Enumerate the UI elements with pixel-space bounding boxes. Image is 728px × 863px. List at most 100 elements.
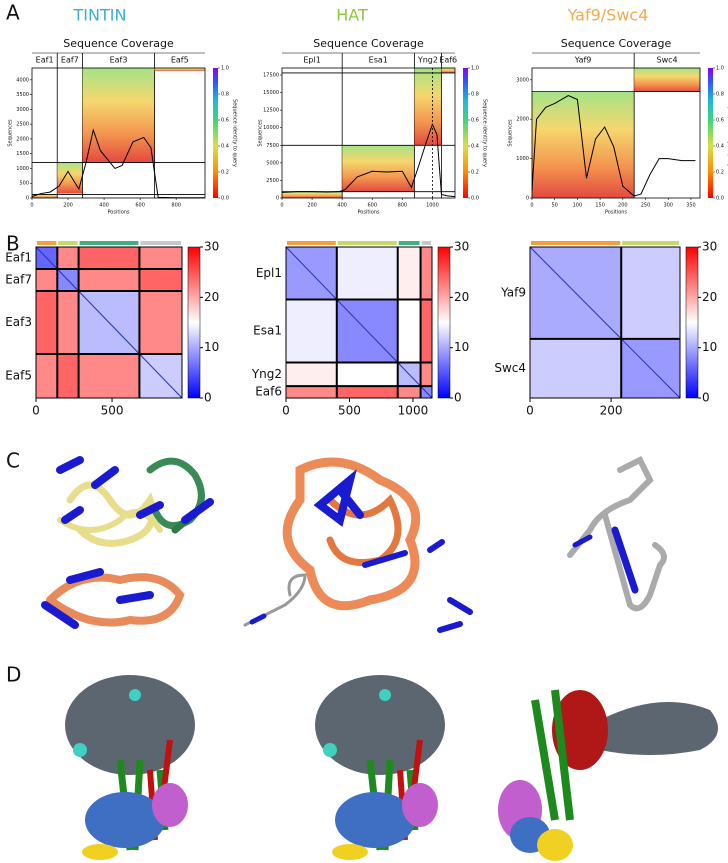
x-tick-label: 0 [280, 203, 283, 209]
colorbar-tick-label: 0.6 [716, 118, 724, 124]
x-tick-label: 600 [367, 203, 377, 209]
x-tick-label: 0 [530, 203, 533, 209]
domain-label: Esa1 [369, 56, 388, 65]
x-tick-label: 400 [99, 203, 109, 209]
colorbar-tick-label: 30 [702, 240, 717, 254]
coverage-block [282, 191, 343, 198]
heat-block [530, 338, 622, 398]
structure-yaf9 [567, 455, 667, 612]
domain-label: Eaf7 [61, 56, 79, 65]
domain-label: Yng2 [251, 367, 282, 381]
coverage-block [32, 194, 58, 198]
panel-label: D [6, 663, 21, 687]
structure-tintin [41, 456, 214, 629]
y-axis-label: Sequences [8, 119, 14, 147]
colorbar-tick-label: 30 [454, 240, 469, 254]
colorbar-tick-label: 1.0 [471, 66, 479, 72]
colorbar-tick-label: 20 [204, 290, 219, 304]
column-title: HAT [336, 6, 368, 25]
x-axis-label: Positions [357, 210, 379, 216]
x-tick-label: 150 [595, 203, 605, 209]
heat-block [397, 247, 421, 300]
x-tick-label: 500 [338, 404, 361, 418]
domain-label: Eaf3 [5, 315, 32, 329]
y-tick-label: 1000 [516, 156, 529, 162]
domain-track [37, 241, 57, 245]
colorbar-label: Sequence identity to query [482, 99, 488, 167]
heat-block [139, 269, 182, 292]
colorbar-tick-label: 1.0 [716, 66, 724, 72]
diagonal [35, 246, 183, 399]
y-axis-label: Sequences [508, 119, 514, 147]
domain-track [337, 241, 397, 245]
x-tick-label: 0 [32, 404, 40, 418]
heat-block [336, 386, 398, 398]
y-tick-label: 5000 [266, 160, 279, 166]
y-tick-label: 1000 [16, 166, 29, 172]
colorbar [437, 246, 451, 399]
heat-block [420, 362, 432, 387]
x-tick-label: 800 [171, 203, 181, 209]
y-tick-label: 3500 [16, 92, 29, 98]
panel-label: C [6, 449, 20, 473]
domain-label: Swc4 [494, 361, 526, 375]
heat-block [286, 362, 337, 387]
diagonal [529, 246, 681, 399]
y-tick-label: 12500 [263, 108, 279, 114]
x-tick-label: 400 [337, 203, 347, 209]
y-tick-label: 1500 [16, 151, 29, 157]
colorbar-tick-label: 20 [702, 290, 717, 304]
plot-frame [529, 246, 681, 399]
heat-block [57, 247, 79, 270]
domain-track [58, 241, 78, 245]
panel-label: B [6, 232, 20, 256]
column-title: Yaf9/Swc4 [567, 6, 649, 25]
x-tick-label: 200 [618, 203, 628, 209]
y-axis-label: Sequences [258, 119, 264, 147]
coverage-block [414, 68, 442, 146]
y-tick-label: 2500 [16, 122, 29, 128]
colorbar-tick-label: 0.4 [716, 144, 724, 150]
heat-block [78, 353, 140, 398]
colorbar-tick-label: 0.0 [221, 196, 229, 202]
coverage-line [31, 128, 205, 199]
heat-block [397, 299, 421, 363]
colorbar-tick-label: 1.0 [221, 66, 229, 72]
colorbar [213, 68, 218, 198]
x-axis-label: Positions [107, 210, 129, 216]
x-axis-label: Positions [605, 210, 627, 216]
colorbar-tick-label: 10 [204, 340, 219, 354]
heat-block [336, 247, 398, 300]
domain-label: Eaf5 [171, 56, 189, 65]
coverage-block [154, 68, 205, 71]
plot-frame [35, 246, 183, 399]
y-tick-label: 4000 [16, 77, 29, 83]
coverage-line [531, 95, 696, 197]
domain-track [287, 241, 336, 245]
y-tick-label: 2500 [266, 178, 279, 184]
colorbar-tick-label: 0 [702, 391, 710, 405]
heat-block [139, 247, 182, 270]
heat-block [36, 353, 58, 398]
colorbar-tick-label: 10 [702, 340, 717, 354]
y-tick-label: 0 [526, 196, 529, 202]
structure-hat [243, 457, 473, 633]
colorbar-tick-label: 10 [454, 340, 469, 354]
plot-frame [531, 67, 701, 199]
y-tick-label: 2000 [516, 117, 529, 123]
colorbar-tick-label: 0.8 [471, 92, 479, 98]
y-tick-label: 500 [19, 181, 29, 187]
x-tick-label: 200 [307, 203, 317, 209]
domain-label: Yng2 [417, 56, 438, 65]
coverage-block [82, 68, 155, 163]
y-tick-label: 15000 [263, 90, 279, 96]
domain-label: Esa1 [253, 324, 282, 338]
colorbar-tick-label: 0 [454, 391, 462, 405]
colorbar-tick-label: 0 [204, 391, 212, 405]
colorbar-tick-label: 0.4 [221, 144, 229, 150]
diagonal [285, 246, 433, 399]
domain-track [622, 241, 679, 245]
y-tick-label: 3000 [16, 107, 29, 113]
domain-label: Eaf1 [5, 251, 32, 265]
domain-label: Yaf9 [574, 56, 592, 65]
